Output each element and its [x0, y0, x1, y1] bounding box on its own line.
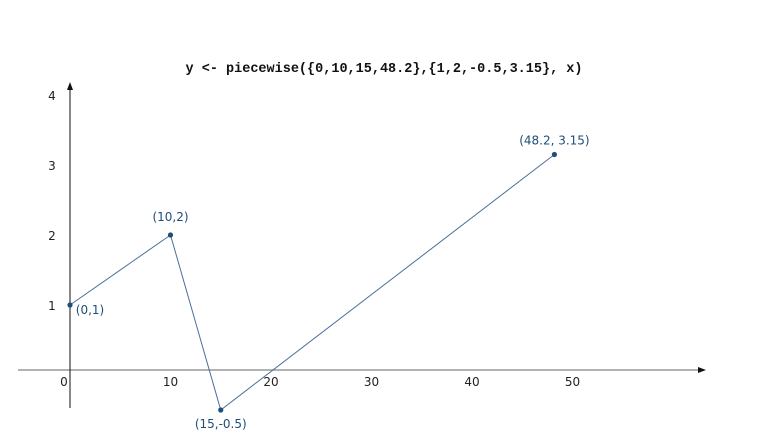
data-label: (10,2) — [152, 210, 188, 224]
data-point — [551, 151, 558, 158]
data-point — [167, 232, 174, 238]
data-label: (48.2, 3.15) — [519, 134, 589, 148]
x-tick-label: 20 — [263, 375, 278, 389]
y-axis-arrow — [67, 82, 73, 90]
y-tick-label: 3 — [48, 159, 56, 173]
y-tick-label: 2 — [48, 229, 56, 243]
x-tick-label: 30 — [364, 375, 379, 389]
data-label: (15,-0.5) — [195, 417, 247, 431]
x-tick-label: 40 — [464, 375, 479, 389]
data-point — [218, 407, 224, 413]
x-tick-label: 10 — [163, 375, 178, 389]
x-axis-arrow — [698, 367, 706, 373]
data-point — [67, 302, 73, 308]
x-tick-label: 0 — [60, 375, 68, 389]
chart-title: y <- piecewise({0,10,15,48.2},{1,2,-0.5,… — [185, 62, 583, 77]
data-label: (0,1) — [76, 303, 104, 317]
series-line — [69, 154, 555, 411]
y-tick-label: 1 — [48, 299, 56, 313]
y-tick-label: 4 — [48, 89, 56, 103]
x-tick-label: 50 — [565, 375, 580, 389]
